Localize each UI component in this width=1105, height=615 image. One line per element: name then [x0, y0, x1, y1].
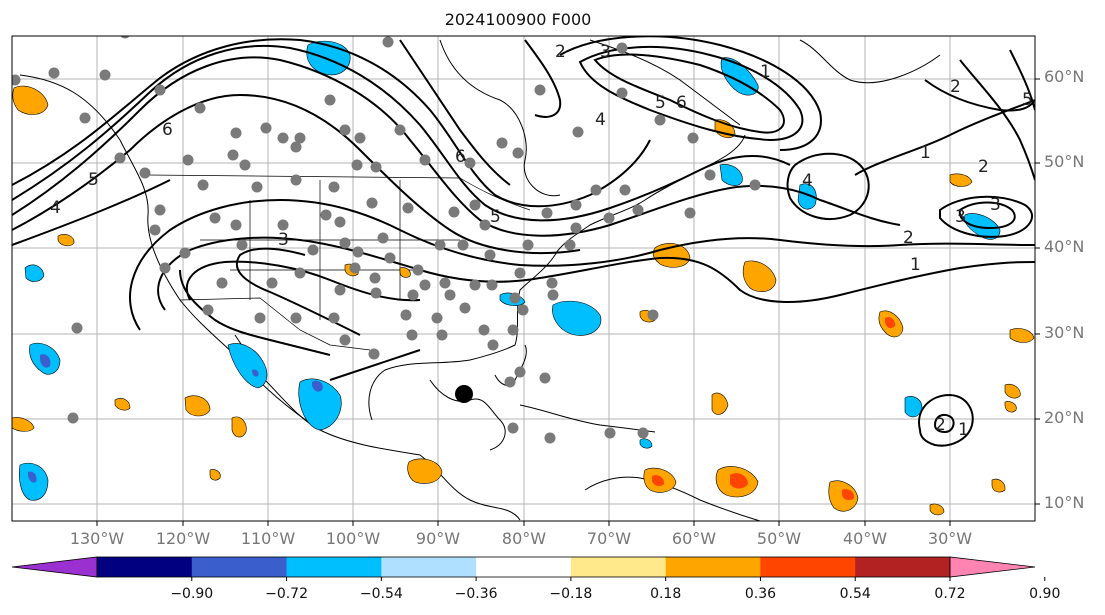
- contour-label: 2: [903, 228, 914, 248]
- contour-label: 3: [955, 207, 966, 227]
- contour-label: 6: [162, 120, 173, 140]
- colorbar-tick-label: −0.72: [265, 586, 308, 602]
- lon-label: 60°W: [671, 529, 717, 548]
- lon-label: 30°W: [927, 529, 973, 548]
- colorbar-tick-label: 0.54: [839, 586, 871, 602]
- colorbar-cell: [665, 557, 761, 577]
- colorbar-cell: [570, 557, 667, 577]
- strong-positive-anomaly-areas: [652, 317, 896, 501]
- contour-label: 2: [555, 42, 566, 62]
- colorbar-extend-high: [950, 557, 1035, 577]
- colorbar-tick-label: −0.90: [170, 586, 214, 602]
- contour-label: 1: [958, 420, 969, 440]
- colorbar-cell: [476, 557, 572, 577]
- contour-label: 3: [278, 230, 289, 250]
- lon-label: 40°W: [842, 529, 888, 548]
- colorbar-tick-label: −0.54: [359, 586, 403, 602]
- contour-label: 1: [910, 255, 921, 275]
- lon-label: 80°W: [501, 529, 547, 548]
- colorbar-tick-label: 0.90: [1029, 586, 1061, 602]
- colorbar-cell: [381, 557, 477, 577]
- colorbar-cell: [97, 557, 193, 577]
- contour-label: 4: [595, 110, 606, 130]
- contour-label: 2: [978, 157, 989, 177]
- contour-label: 6: [455, 147, 466, 167]
- contour-label: 2: [935, 415, 946, 435]
- lon-label: 110°W: [240, 529, 296, 548]
- lat-label: 50°N: [1044, 152, 1085, 171]
- lon-label: 120°W: [155, 529, 211, 548]
- contour-label: 3: [990, 195, 1001, 215]
- lat-label: 60°N: [1044, 67, 1085, 86]
- contour-label: 2: [950, 77, 961, 97]
- weather-map: 6 5 4 3 2 1 6 5 4 3 2 1 4 3 2 1 6 5 1 3 …: [11, 35, 1040, 526]
- lat-label: 30°N: [1044, 323, 1085, 342]
- station-markers: [12, 36, 761, 444]
- colorbar-cell: [191, 557, 288, 577]
- contour-lines: [12, 36, 1035, 447]
- lon-label: 90°W: [415, 529, 461, 548]
- contour-label: 4: [50, 198, 61, 218]
- lon-label: 70°W: [586, 529, 632, 548]
- storm-center-marker: [455, 385, 473, 403]
- contour-label: 5: [1022, 90, 1033, 110]
- lat-label: 10°N: [1044, 493, 1085, 512]
- contour-label: 5: [88, 170, 99, 190]
- contour-label: 5: [490, 207, 501, 227]
- contour-label: 1: [760, 62, 771, 82]
- colorbar-tick-label: −0.18: [549, 586, 593, 602]
- colorbar-extend-low: [12, 557, 97, 577]
- axis-ticks: [96, 78, 1040, 526]
- lon-label: 100°W: [325, 529, 381, 548]
- colorbar-cell: [855, 557, 951, 577]
- lon-label: 50°W: [756, 529, 802, 548]
- contour-label: 6: [676, 93, 687, 113]
- contour-label-group: 6 5 4 3 2 1 6 5 4 3 2 1 4 3 2 1 6 5 1 3 …: [50, 42, 1033, 440]
- contour-label: 5: [655, 93, 666, 113]
- colorbar-tick-label: −0.36: [454, 586, 498, 602]
- lat-label: 20°N: [1044, 408, 1085, 427]
- colorbar-cell: [286, 557, 382, 577]
- contour-label: 1: [920, 143, 931, 163]
- contour-label: 4: [802, 171, 813, 191]
- map-title: 2024100900 F000: [444, 10, 592, 29]
- strong-negative-anomaly-areas: [28, 354, 323, 483]
- colorbar-tick-label: 0.72: [934, 586, 966, 602]
- contour-label: 3: [600, 42, 611, 62]
- colorbar-tick-label: 0.18: [650, 586, 682, 602]
- colorbar-cell: [760, 557, 856, 577]
- lon-label: 130°W: [69, 529, 125, 548]
- lat-label: 40°N: [1044, 237, 1085, 256]
- colorbar-tick-label: 0.36: [744, 586, 777, 602]
